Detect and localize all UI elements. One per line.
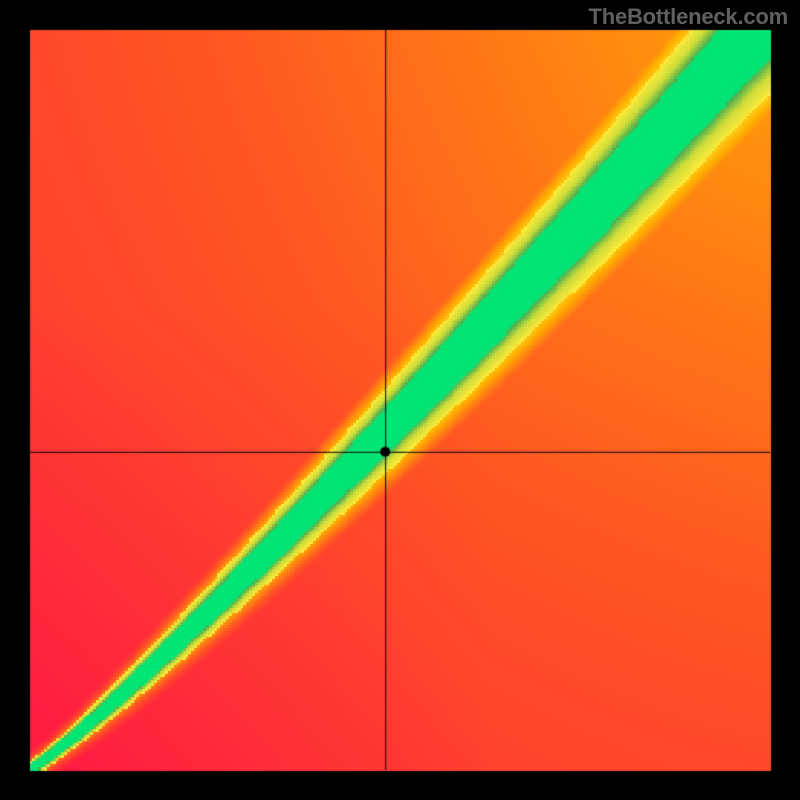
heatmap-canvas: [0, 0, 800, 800]
chart-container: TheBottleneck.com: [0, 0, 800, 800]
